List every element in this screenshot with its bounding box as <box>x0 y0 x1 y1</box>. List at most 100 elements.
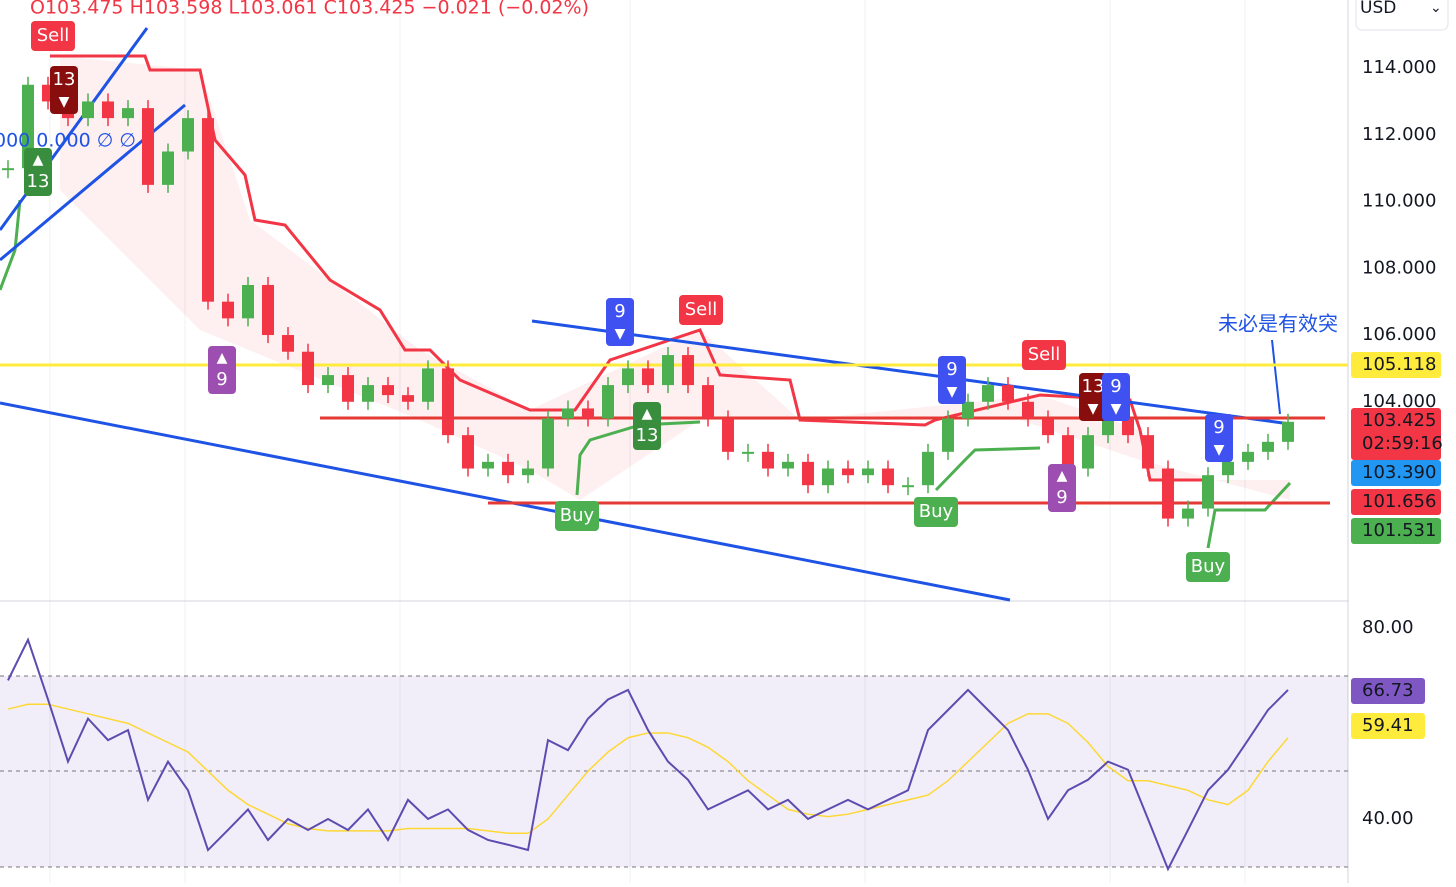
signal-label: Buy <box>560 505 595 526</box>
signal-badge <box>50 66 78 114</box>
signal-badge <box>1205 414 1233 462</box>
signal-label: 9 <box>1110 376 1121 397</box>
y-tick-label: 112.000 <box>1362 124 1436 145</box>
candle <box>182 118 194 152</box>
candle <box>962 401 974 419</box>
axis: 114.000 112.000 110.000 108.000 106.000 104.0… <box>1351 57 1443 829</box>
candle <box>542 418 554 469</box>
candle <box>602 385 614 419</box>
annotation: 未必是有效突 <box>1218 312 1338 336</box>
signal-label: 9 <box>1213 417 1224 438</box>
dropdown-arrow[interactable]: ⌄ <box>1430 0 1442 16</box>
candle <box>442 368 454 436</box>
candle <box>902 485 914 488</box>
candle <box>682 355 694 386</box>
rsi-tag <box>1351 678 1425 704</box>
signal-label: Sell <box>37 25 70 46</box>
rsi-levels <box>0 675 1348 868</box>
candle <box>862 468 874 476</box>
candle <box>1142 435 1154 469</box>
candle <box>1082 435 1094 469</box>
price-tag <box>1351 352 1441 378</box>
candle <box>102 101 114 119</box>
y-tick-label: 104.000 <box>1362 391 1436 412</box>
signal-label: 13 <box>53 69 76 90</box>
candle <box>982 385 994 402</box>
candle <box>162 151 174 185</box>
y-tick-label: 108.000 <box>1362 257 1436 278</box>
candle <box>1162 468 1174 519</box>
signal-badge <box>679 295 723 325</box>
candle <box>242 284 254 319</box>
signal-arrow: ▲ <box>217 350 228 366</box>
signal-label: 9 <box>946 359 957 380</box>
candle <box>302 351 314 386</box>
candle <box>282 335 294 352</box>
signal-arrow: ▲ <box>1057 468 1068 484</box>
signal-label: Sell <box>1028 344 1061 365</box>
rsi-tag <box>1351 713 1425 739</box>
signal-label: 9 <box>614 301 625 322</box>
signal-badge <box>1022 340 1066 370</box>
candle <box>1282 421 1294 442</box>
candle <box>222 301 234 319</box>
candle <box>1242 451 1254 462</box>
candle <box>1002 385 1014 402</box>
signal-arrow: ▼ <box>1214 442 1225 458</box>
candle <box>522 468 534 476</box>
candle <box>362 385 374 402</box>
candle <box>662 355 674 386</box>
currency[interactable]: USD <box>1360 0 1396 18</box>
signal-label: 13 <box>27 171 50 192</box>
candle <box>122 108 134 119</box>
signal-badge <box>31 21 75 51</box>
price-tag <box>1351 489 1441 515</box>
candle <box>1062 435 1074 469</box>
currency-select[interactable] <box>1355 0 1449 31</box>
signal-badge <box>1048 464 1076 512</box>
signal-badge <box>1079 373 1107 421</box>
rsi-tag-label: 66.73 <box>1362 680 1414 701</box>
signal-badge <box>1102 373 1130 421</box>
y-tick-label: 40.00 <box>1362 808 1414 829</box>
signal-arrow: ▼ <box>947 384 958 400</box>
y-tick-label: 110.000 <box>1362 191 1436 212</box>
candle <box>782 461 794 469</box>
price-tag <box>1351 408 1441 460</box>
signal-label: 13 <box>636 425 659 446</box>
candle <box>202 118 214 302</box>
candle <box>482 461 494 469</box>
price-tag-label: 02:59:16 <box>1362 433 1443 454</box>
signal-badge <box>633 402 661 450</box>
signals: Sell 13 ▼ 13 ▲ 9 ▲ 9 ▼ Sell 13 ▲ Buy 9 ▼ Sell 13 ▼ 9 ▼ 9 ▲ Buy… <box>24 21 1233 582</box>
candle <box>802 461 814 486</box>
candle <box>2 168 14 171</box>
signal-arrow: ▼ <box>1088 401 1099 417</box>
candle <box>82 101 94 119</box>
indicator-values: 000 0.000 ∅ ∅ <box>0 130 136 152</box>
candle <box>642 368 654 386</box>
signal-badge <box>24 148 52 196</box>
signal-arrow: ▼ <box>1111 401 1122 417</box>
candles <box>2 76 1294 527</box>
supertrend-down <box>50 54 1210 482</box>
signal-badge <box>208 346 236 394</box>
signal-badge <box>606 298 634 346</box>
candle <box>562 408 574 419</box>
candle <box>342 375 354 402</box>
candle <box>1182 508 1194 519</box>
signal-badge <box>555 501 599 531</box>
candle <box>922 451 934 486</box>
signal-arrow: ▼ <box>615 326 626 342</box>
signal-arrow: ▲ <box>642 406 653 422</box>
signal-label: Buy <box>919 501 954 522</box>
candle <box>22 84 34 169</box>
candle <box>1102 418 1114 436</box>
candle <box>702 385 714 419</box>
candle <box>882 468 894 486</box>
candle <box>622 368 634 386</box>
signal-arrow: ▼ <box>59 94 70 110</box>
rsi-line <box>7 703 1289 835</box>
signal-arrow: ▲ <box>33 152 44 168</box>
